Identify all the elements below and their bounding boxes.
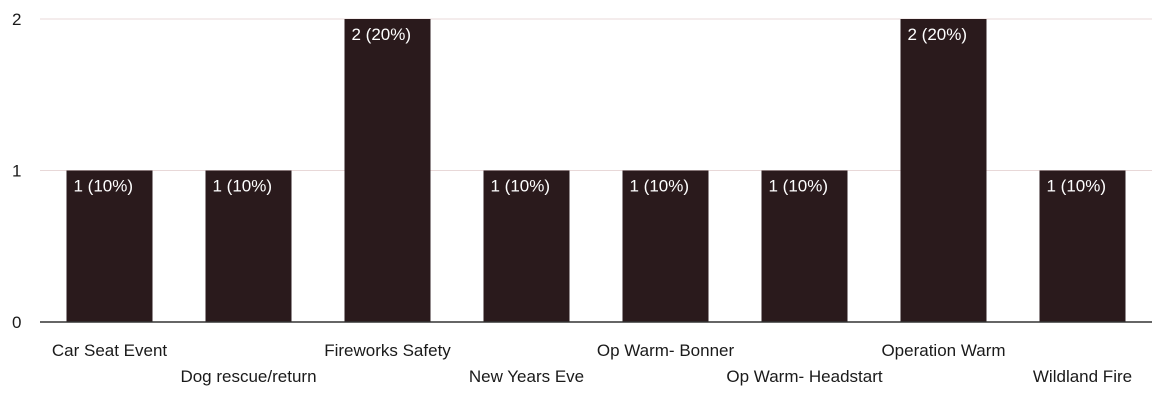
y-tick-label: 2 — [12, 10, 21, 29]
x-tick-label: Op Warm- Bonner — [597, 341, 735, 360]
bar — [483, 170, 570, 322]
x-tick-label: Dog rescue/return — [180, 367, 316, 386]
data-label: 1 (10%) — [491, 177, 551, 196]
bar — [900, 19, 987, 322]
bar — [622, 170, 709, 322]
bar — [344, 19, 431, 322]
labels: 0 1 2 1 (10%) Car Seat Event 1 (10%) Dog rescu… — [12, 10, 1132, 386]
data-label: 1 (10%) — [630, 177, 690, 196]
data-label: 2 (20%) — [352, 25, 412, 44]
data-label: 1 (10%) — [74, 177, 134, 196]
data-label: 1 (10%) — [1047, 177, 1107, 196]
x-tick-label: Car Seat Event — [52, 341, 168, 360]
x-tick-label: Wildland Fire — [1033, 367, 1132, 386]
data-label: 1 (10%) — [213, 177, 273, 196]
data-label: 2 (20%) — [908, 25, 968, 44]
x-tick-label: Operation Warm — [881, 341, 1005, 360]
x-tick-label: New Years Eve — [469, 367, 584, 386]
bars — [66, 19, 1126, 322]
data-label: 1 (10%) — [769, 177, 829, 196]
y-tick-label: 0 — [12, 313, 21, 332]
bar — [761, 170, 848, 322]
bar — [66, 170, 153, 322]
bar — [1039, 170, 1126, 322]
x-tick-label: Op Warm- Headstart — [726, 367, 882, 386]
bar — [205, 170, 292, 322]
x-tick-label: Fireworks Safety — [324, 341, 451, 360]
y-tick-label: 1 — [12, 162, 21, 181]
